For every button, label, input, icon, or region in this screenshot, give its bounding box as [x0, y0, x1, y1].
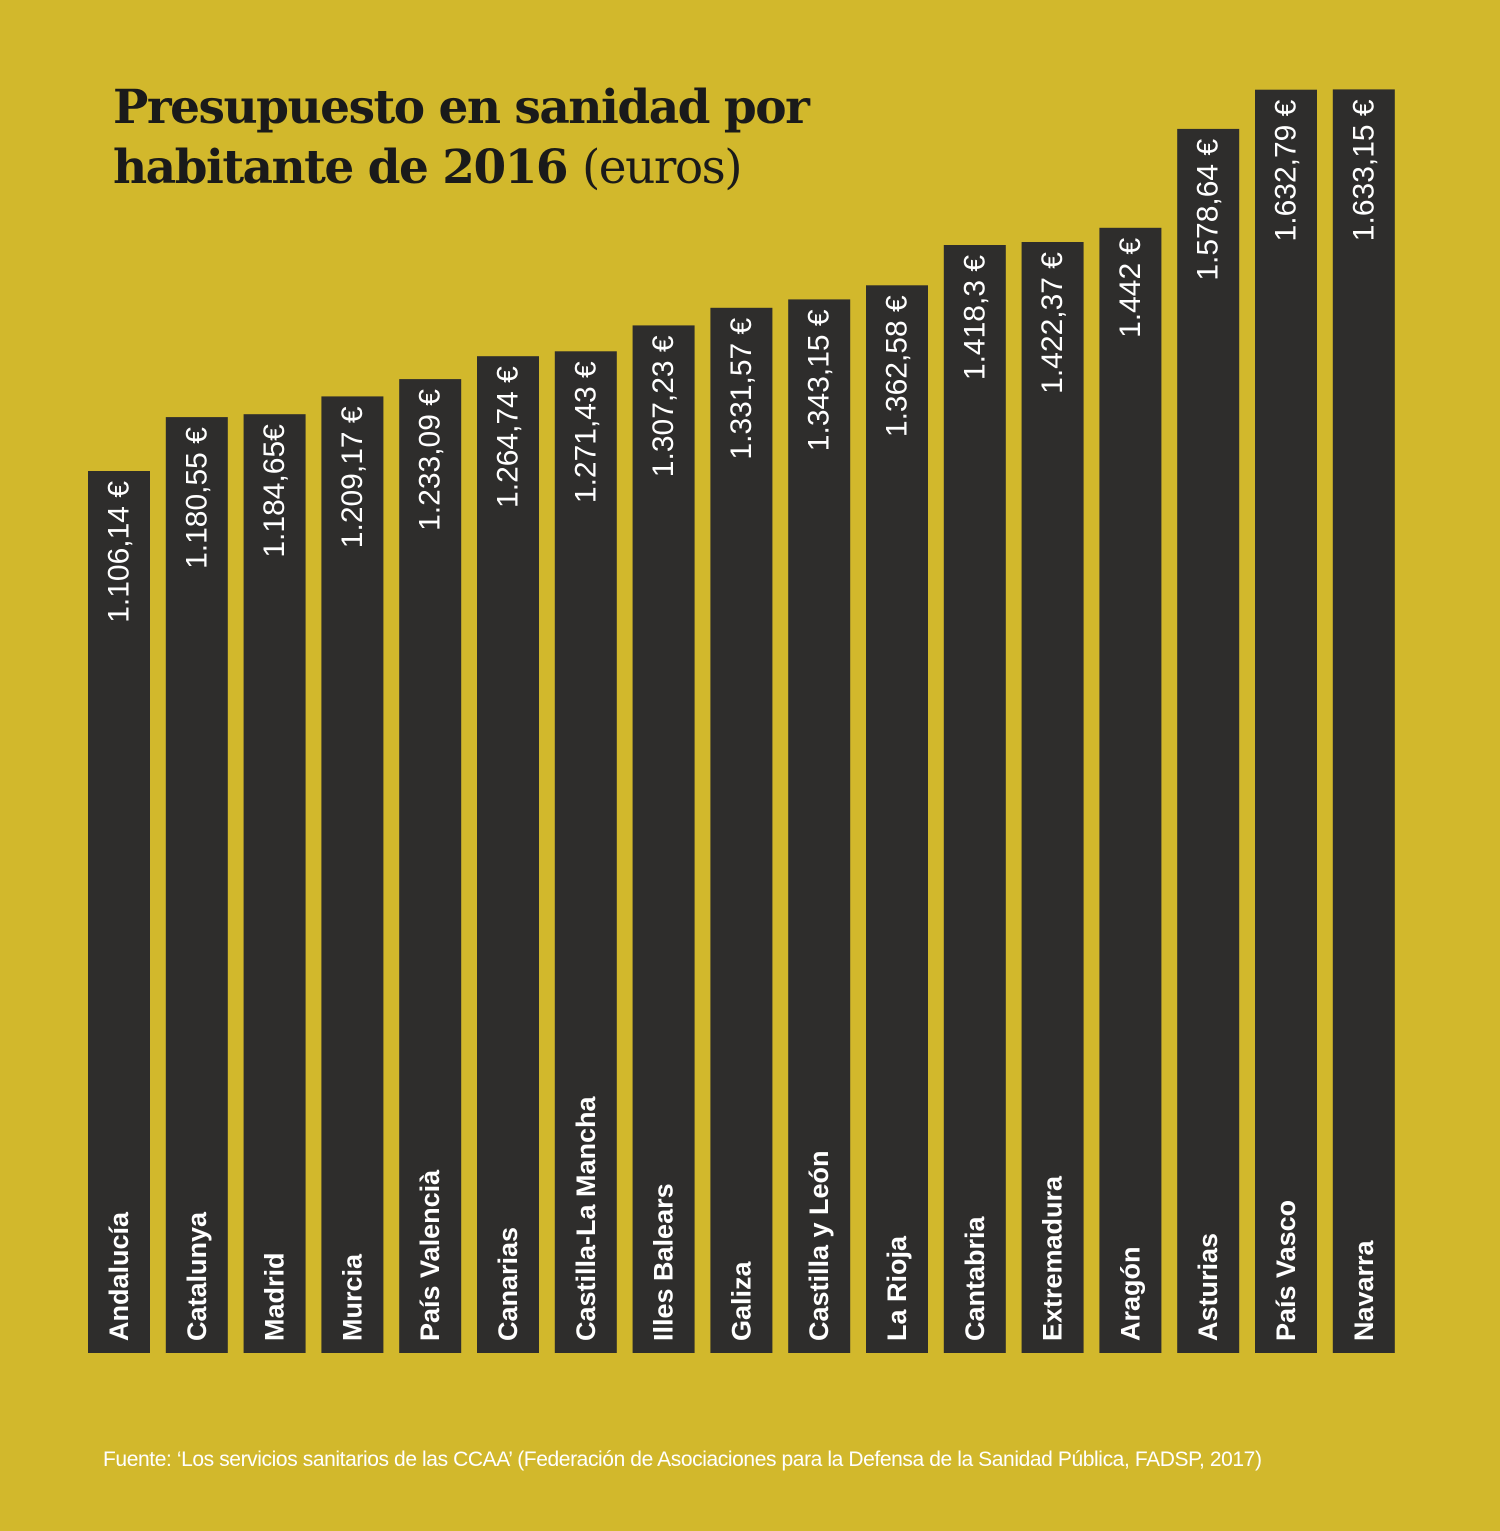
bar-murcia: [321, 396, 384, 1353]
category-label-la-rioja: La Rioja: [882, 1235, 912, 1341]
bar-group-illes-balears: 1.307,23 € Illes Balears: [632, 325, 695, 1353]
value-label-asturias: 1.578,64 €: [1192, 139, 1225, 281]
category-label-madrid: Madrid: [260, 1252, 290, 1341]
value-label-aragon: 1.442 €: [1114, 237, 1147, 337]
bar-group-castilla-la-mancha: 1.271,43 € Castilla-La Mancha: [554, 351, 617, 1353]
category-label-asturias: Asturias: [1193, 1233, 1223, 1341]
bar-castilla-y-leon: [788, 299, 851, 1353]
bar-group-navarra: 1.633,15 € Navarra: [1332, 89, 1395, 1353]
bar-pais-valencia: [399, 379, 462, 1354]
bar-group-la-rioja: 1.362,58 € La Rioja: [866, 285, 928, 1353]
bar-aragon: [1099, 227, 1162, 1353]
bar-group-galiza: 1.331,57 € Galiza: [710, 307, 773, 1353]
category-label-extremadura: Extremadura: [1038, 1175, 1068, 1341]
value-label-castilla-y-leon: 1.343,15 €: [803, 309, 836, 451]
value-label-murcia: 1.209,17 €: [336, 406, 369, 548]
category-label-catalunya: Catalunya: [182, 1211, 212, 1341]
bar-group-cantabria: 1.418,3 € Cantabria: [943, 245, 1006, 1353]
category-label-navarra: Navarra: [1349, 1239, 1379, 1341]
source-note: Fuente: ‘Los servicios sanitarios de las…: [103, 1448, 1262, 1471]
bar-madrid: [243, 414, 306, 1353]
bar-group-castilla-y-leon: 1.343,15 € Castilla y León: [788, 299, 851, 1353]
bar-castilla-la-mancha: [554, 351, 617, 1353]
value-label-canarias: 1.264,74 €: [492, 366, 525, 508]
bar-group-madrid: 1.184,65€ Madrid: [243, 414, 306, 1353]
bar-la-rioja: [866, 285, 928, 1353]
category-label-murcia: Murcia: [337, 1253, 367, 1341]
chart-title-line-2: habitante de 2016 (euros): [113, 138, 808, 198]
bar-galiza: [710, 307, 773, 1353]
value-label-extremadura: 1.422,37 €: [1036, 252, 1069, 394]
bar-group-catalunya: 1.180,55 € Catalunya: [165, 417, 228, 1354]
category-label-illes-balears: Illes Balears: [649, 1183, 679, 1341]
value-label-madrid: 1.184,65€: [258, 424, 291, 558]
chart-title-bold-part: habitante de 2016: [113, 140, 569, 195]
value-label-la-rioja: 1.362,58 €: [881, 295, 914, 437]
value-label-pais-valencia: 1.233,09 €: [414, 389, 447, 531]
category-label-pais-valencia: País Valencià: [415, 1169, 445, 1341]
value-label-castilla-la-mancha: 1.271,43 €: [569, 361, 602, 503]
bar-cantabria: [943, 245, 1006, 1353]
category-label-aragon: Aragón: [1115, 1247, 1145, 1342]
bar-andalucia: [88, 471, 150, 1353]
bar-group-pais-valencia: 1.233,09 € País Valencià: [399, 379, 462, 1354]
chart-title-unit: (euros): [581, 140, 743, 195]
category-label-canarias: Canarias: [493, 1227, 523, 1341]
bar-group-extremadura: 1.422,37 € Extremadura: [1021, 242, 1084, 1353]
bar-group-asturias: 1.578,64 € Asturias: [1177, 128, 1240, 1353]
bar-group-murcia: 1.209,17 € Murcia: [321, 396, 384, 1353]
category-label-castilla-y-leon: Castilla y León: [804, 1150, 834, 1341]
value-label-catalunya: 1.180,55 €: [180, 427, 213, 569]
bar-group-canarias: 1.264,74 € Canarias: [477, 356, 539, 1353]
bar-canarias: [477, 356, 539, 1353]
bar-illes-balears: [632, 325, 695, 1353]
bar-asturias: [1177, 128, 1240, 1353]
bar-extremadura: [1021, 242, 1084, 1353]
chart-title: Presupuesto en sanidad por habitante de …: [113, 78, 810, 198]
bar-navarra: [1332, 89, 1395, 1353]
bar-group-andalucia: 1.106,14 € Andalucía: [88, 471, 150, 1353]
bar-catalunya: [165, 417, 228, 1354]
bar-group-pais-vasco: 1.632,79 € País Vasco: [1255, 89, 1317, 1354]
chart-title-line-1: Presupuesto en sanidad por: [113, 80, 810, 135]
value-label-pais-vasco: 1.632,79 €: [1270, 99, 1303, 241]
bar-pais-vasco: [1255, 89, 1317, 1354]
value-label-illes-balears: 1.307,23 €: [647, 335, 680, 477]
category-label-pais-vasco: País Vasco: [1271, 1200, 1301, 1341]
value-label-galiza: 1.331,57 €: [725, 317, 758, 459]
category-label-andalucia: Andalucía: [104, 1211, 134, 1341]
value-label-cantabria: 1.418,3 €: [958, 255, 991, 380]
category-label-galiza: Galiza: [726, 1260, 756, 1341]
bar-group-aragon: 1.442 € Aragón: [1099, 227, 1162, 1353]
category-label-castilla-la-mancha: Castilla-La Mancha: [571, 1095, 601, 1341]
category-label-cantabria: Cantabria: [960, 1215, 990, 1341]
value-label-navarra: 1.633,15 €: [1347, 99, 1380, 241]
value-label-andalucia: 1.106,14 €: [103, 481, 136, 623]
